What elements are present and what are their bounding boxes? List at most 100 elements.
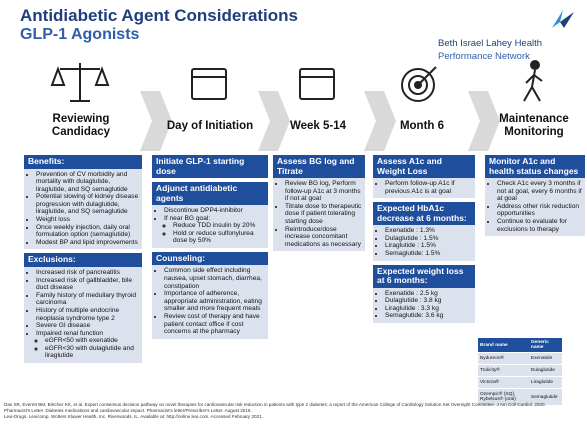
table-cell: Ozempic® (SQ), Rybelsus® (oral) [478,388,529,405]
logo-mark [552,10,574,28]
section: Exclusions: Increased risk of pancreatiti… [24,253,142,364]
section-body: Prevention of CV morbidity and mortality… [24,168,142,250]
table-body: Bydureon® Exenatide Trulicity® Dulaglutide V… [478,352,562,405]
bullet-text: Impaired renal function [36,329,104,337]
section: Adjunct antidiabetic agentsDiscontinue D… [152,182,268,248]
section-heading: Assess A1c and Weight Loss [373,155,475,178]
stage-label: Day of Initiation [166,119,254,132]
sub-bullet: Hold or reduce sulfonylurea dose by 50% [173,230,265,245]
column: Assess A1c and Weight Loss Perform follow… [373,155,475,327]
section-body: Discontinue DPP4-inhibitorIf near BG goa… [152,205,268,248]
bullet-list: Review BG log, Perform follow-up A1c at … [276,180,362,248]
bullet: Common side effect including nausea, ups… [164,267,265,290]
bullet: Liraglutide : 1.5% [385,242,472,250]
bullet: Importance of adherence, appropriate adm… [164,290,265,313]
bullet-list: Exenatide : 2.5 kgDulaglutide : 3.8 kgLi… [376,290,472,320]
reference: Das SR, Everett BM, Birtcher KK, et al. … [4,402,546,407]
table-cell: Bydureon® [478,352,529,365]
bullet: Semaglutide: 3.6 kg [385,312,472,320]
table-wrap: Brand name Generic name Bydureon® Exenatide… [478,338,562,405]
section-body: Check A1c every 3 months if not at goal,… [485,178,585,237]
section: Assess A1c and Weight Loss Perform follow… [373,155,475,199]
bullet: Check A1c every 3 months if not at goal,… [497,180,582,203]
stage-graphics [50,60,543,151]
bullet: If near BG goal:Reduce TDD insulin by 20… [164,215,265,245]
table-row: Victoza® Liraglutide [478,376,562,389]
reference: Lexi-Drugs. Lexicomp. Wolters Kluwer Hea… [4,414,263,419]
bullet: Impaired renal functioneGFR<50 with exen… [36,330,139,360]
column: Initiate GLP-1 starting dose Adjunct anti… [152,155,268,343]
section-body: Review BG log, Perform follow-up A1c at … [273,178,365,252]
column: Assess BG log and TitrateReview BG log, … [273,155,365,255]
bullet: Address other risk reduction opportuniti… [497,203,582,218]
bullet: Modest BP and lipid improvements [36,239,139,247]
bullet: Review cost of therapy and have patient … [164,313,265,336]
bullet: Semaglutide: 1.5% [385,250,472,258]
stage-label: Maintenance Monitoring [499,113,569,138]
section-heading: Monitor A1c and health status changes [485,155,585,178]
section-body: Perform follow-up A1c if previous A1c is… [373,178,475,199]
bullet-list: Perform follow-up A1c if previous A1c is… [376,180,472,195]
bullet: Increased risk of gallbladder, bile duct… [36,277,139,292]
bullet: Continue to evaluate for exclusions to t… [497,218,582,233]
reference: Pharmacist's Letter. Diabetes medication… [4,408,252,413]
bullet: Discontinue DPP4-inhibitor [164,207,265,215]
bullet-list: Increased risk of pancreatitisIncreased … [27,269,139,360]
section-body: Increased risk of pancreatitisIncreased … [24,266,142,364]
section-heading: Benefits: [24,155,142,169]
section: Expected weight loss at 6 months:Exenati… [373,264,475,323]
title: Antidiabetic Agent Considerations [20,6,299,25]
stage-label: Week 5-14 [289,119,347,132]
stage-label: Month 6 [399,119,445,132]
section: Initiate GLP-1 starting dose [152,155,268,178]
logo-line: Beth Israel Lahey Health [438,38,543,49]
column: Monitor A1c and health status changesChe… [485,155,585,240]
stage-label: Reviewing Candidacy [51,113,111,138]
bullet: Potential slowing of kidney disease prog… [36,193,139,216]
bullet: Exenatide : 2.5 kg [385,290,472,298]
section-heading: Expected HbA1c decrease at 6 months: [373,202,475,226]
table-row: Ozempic® (SQ), Rybelsus® (oral) Semagluti… [478,388,562,405]
column: Benefits: Prevention of CV morbidity and … [24,155,142,367]
section-heading: Expected weight loss at 6 months: [373,264,475,288]
bullet: Exenatide : 1.3% [385,227,472,235]
section-heading: Initiate GLP-1 starting dose [152,155,268,178]
bullet: Prevention of CV morbidity and mortality… [36,171,139,194]
table-cell: Liraglutide [528,376,562,389]
bullet: Weight loss [36,216,139,224]
section: Counseling:Common side effect including … [152,251,268,339]
bullet-list: Check A1c every 3 months if not at goal,… [488,180,582,233]
section-heading: Adjunct antidiabetic agents [152,182,268,205]
section: Monitor A1c and health status changesChe… [485,155,585,237]
section-heading: Assess BG log and Titrate [273,155,365,178]
bullet: Once weekly injection, daily oral formul… [36,224,139,239]
table-row: Trulicity® Dulaglutide [478,364,562,377]
sub-bullet: eGFR<30 with dulaglutide and liraglutide [45,345,139,360]
sub-list: eGFR<50 with exenatideeGFR<30 with dulag… [36,337,139,360]
table-cell: Exenatide [528,352,562,365]
bullet: History of multiple endocrine neoplasia … [36,307,139,322]
bullet: Dulaglutide : 3.8 kg [385,297,472,305]
sub-bullet: Reduce TDD insulin by 20% [173,222,265,230]
bullet-text: If near BG goal: [164,214,211,222]
subtitle: GLP-1 Agonists [20,26,140,43]
table-cell: Semaglutide [528,388,562,405]
brand-table: Brand name Generic name Bydureon® Exenatide… [478,338,562,405]
bullet: Reintroduce/dose increase concomitant me… [285,226,362,249]
footer: Das SR, Everett BM, Birtcher KK, et al. … [4,402,564,420]
section-body: Exenatide : 2.5 kgDulaglutide : 3.8 kgLi… [373,287,475,323]
bullet: Perform follow-up A1c if previous A1c is… [385,180,472,195]
bullet: Dulaglutide : 1.5% [385,235,472,243]
sub-list: Reduce TDD insulin by 20%Hold or reduce … [164,222,265,245]
table-header-cell: Generic name [528,338,562,353]
table-header: Brand name Generic name [478,338,562,353]
logo-line: Performance Network [438,51,530,62]
section: Benefits: Prevention of CV morbidity and … [24,155,142,250]
bullet-list: Exenatide : 1.3%Dulaglutide : 1.5%Liragl… [376,227,472,257]
bullet: Review BG log, Perform follow-up A1c at … [285,180,362,203]
section-body: Exenatide : 1.3%Dulaglutide : 1.5%Liragl… [373,225,475,261]
section-body: Common side effect including nausea, ups… [152,265,268,339]
table-header-cell: Brand name [478,338,529,353]
table-cell: Trulicity® [478,364,529,377]
